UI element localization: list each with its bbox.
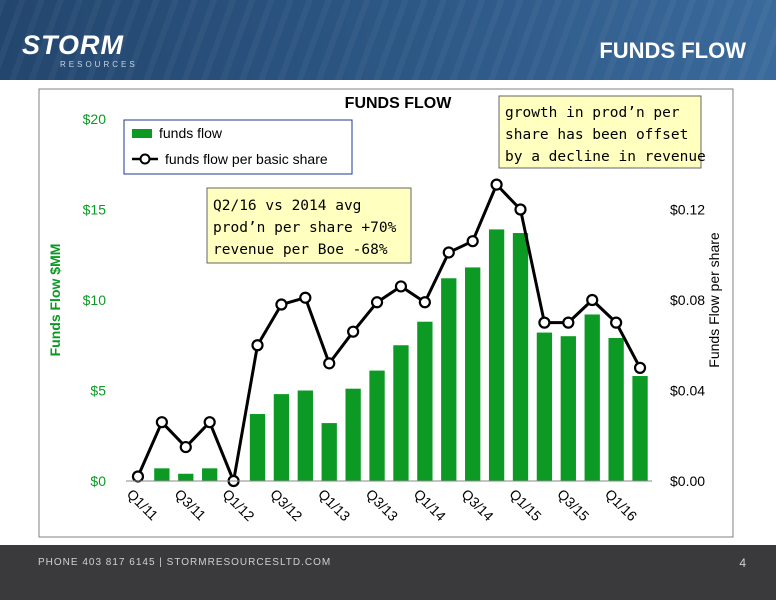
bar-series — [154, 229, 648, 481]
per-share-point — [155, 416, 168, 429]
left-axis-tick-label: $5 — [90, 383, 106, 399]
line-series — [131, 178, 647, 488]
funds-flow-bar — [393, 345, 409, 481]
per-share-point — [299, 291, 312, 304]
per-share-point — [251, 339, 264, 352]
funds-flow-bar — [632, 376, 648, 481]
header-banner: STORM RESOURCES FUNDS FLOW — [0, 0, 776, 80]
left-axis-ticks: $0 $5 $10 $15 $20 — [83, 111, 107, 489]
right-axis-label: Funds Flow per share — [706, 232, 722, 368]
legend-swatch-bar — [132, 129, 152, 138]
funds-flow-bar — [202, 468, 218, 481]
funds-flow-bar — [465, 267, 481, 481]
per-share-point — [203, 416, 216, 429]
per-share-point — [275, 298, 288, 311]
annotation-top-right: growth in prod’n per share has been offs… — [498, 95, 706, 169]
funds-flow-bar — [321, 423, 337, 481]
right-axis-ticks: $0.00 $0.04 $0.08 $0.12 — [670, 202, 705, 490]
funds-flow-bar — [608, 338, 624, 481]
funds-flow-bar — [584, 314, 600, 481]
annotation-1-line-3: by a decline in revenue — [505, 149, 706, 165]
legend-swatch-marker — [139, 153, 151, 165]
annotation-box-1 — [498, 95, 702, 169]
per-share-point — [562, 316, 575, 329]
funds-flow-bar — [273, 394, 290, 481]
funds-flow-bar — [488, 229, 505, 481]
legend-label-line: funds flow per basic share — [165, 151, 328, 167]
per-share-point — [323, 357, 336, 370]
legend-label-bar: funds flow — [159, 125, 223, 141]
funds-flow-bar — [345, 388, 361, 481]
per-share-point — [466, 235, 479, 248]
per-share-point — [490, 178, 503, 191]
per-share-point — [610, 316, 623, 329]
funds-flow-bar — [417, 321, 433, 481]
per-share-point — [586, 293, 599, 307]
funds-flow-bar — [536, 332, 553, 481]
per-share-point — [442, 246, 455, 259]
footer-contact: PHONE 403 817 6145 | STORMRESOURCESLTD.C… — [38, 557, 332, 568]
page-number: 4 — [739, 556, 746, 570]
page-title: FUNDS FLOW — [599, 38, 746, 63]
per-share-point — [538, 316, 551, 329]
annotation-center: Q2/16 vs 2014 avg prod’n per share +70% … — [206, 187, 412, 264]
per-share-point — [347, 325, 360, 338]
left-axis-tick-label: $10 — [83, 292, 107, 308]
per-share-point — [394, 280, 408, 293]
company-logo: STORM — [22, 30, 125, 60]
funds-flow-bar — [441, 278, 457, 481]
funds-flow-chart: FUNDS FLOW $0 $5 $10 $15 $20 $0.00 $0.04 $0.08… — [38, 88, 734, 538]
left-axis-tick-label: $15 — [83, 202, 107, 218]
per-share-point — [131, 470, 145, 483]
right-axis-tick-label: $0.04 — [670, 383, 705, 399]
per-share-point — [633, 361, 647, 374]
funds-flow-bar — [297, 390, 313, 481]
annotation-1-line-1: growth in prod’n per — [505, 105, 680, 121]
company-logo-subtext: RESOURCES — [60, 60, 138, 69]
per-share-point — [370, 296, 384, 309]
annotation-2-line-3: revenue per Boe -68% — [213, 242, 388, 258]
header-texture — [0, 0, 776, 80]
funds-flow-bar — [154, 468, 170, 481]
left-axis-tick-label: $0 — [90, 473, 106, 489]
annotation-1-line-2: share has been offset — [505, 127, 688, 143]
chart-area: FUNDS FLOW $0 $5 $10 $15 $20 $0.00 $0.04 $0.08… — [38, 88, 734, 538]
funds-flow-bar — [249, 414, 266, 481]
per-share-line — [136, 183, 642, 483]
annotation-2-line-2: prod’n per share +70% — [213, 220, 397, 236]
per-share-point — [418, 296, 431, 309]
per-share-point — [179, 440, 192, 454]
right-axis-tick-label: $0.00 — [670, 473, 705, 489]
per-share-point — [514, 203, 527, 216]
left-axis-label: Funds Flow $MM — [47, 244, 63, 357]
legend: funds flow funds flow per basic share — [123, 119, 353, 175]
annotation-2-line-1: Q2/16 vs 2014 avg — [213, 198, 361, 214]
funds-flow-bar — [512, 233, 529, 481]
funds-flow-bar — [560, 336, 576, 481]
funds-flow-bar — [178, 473, 194, 481]
chart-title: FUNDS FLOW — [345, 95, 453, 112]
right-axis-tick-label: $0.12 — [670, 202, 705, 218]
footer-bar — [0, 545, 776, 600]
legend-box — [123, 119, 353, 175]
left-axis-tick-label: $20 — [83, 111, 107, 127]
annotation-box-2 — [206, 187, 412, 264]
right-axis-tick-label: $0.08 — [670, 292, 705, 308]
funds-flow-bar — [369, 370, 385, 481]
